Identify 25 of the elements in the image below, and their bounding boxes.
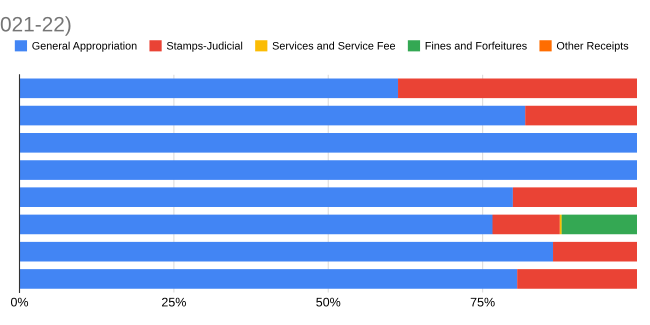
- bar: [20, 160, 637, 180]
- legend-label: Services and Service Fee: [272, 42, 396, 50]
- chart-title: 021-22): [0, 16, 71, 36]
- bar: [20, 78, 398, 98]
- bar: [20, 242, 554, 262]
- bar: [20, 187, 513, 208]
- bar: [20, 269, 518, 289]
- bar: [398, 78, 637, 98]
- bar: [492, 214, 560, 234]
- bar: [525, 106, 637, 126]
- x-tick-label: 50%: [316, 298, 340, 307]
- bar: [20, 106, 526, 126]
- bar: [562, 214, 637, 234]
- bar: [517, 269, 637, 289]
- bar: [512, 187, 637, 208]
- bar: [20, 214, 493, 234]
- legend-label: Stamps-Judicial: [166, 42, 242, 52]
- x-tick-label: 75%: [470, 298, 495, 307]
- legend-label: Other Receipts: [556, 42, 628, 52]
- bar: [553, 242, 637, 262]
- legend-label: Fines and Forfeitures: [426, 42, 527, 50]
- x-tick-label: 0%: [10, 298, 28, 307]
- bar: [20, 133, 637, 153]
- x-tick-label: 25%: [162, 298, 186, 307]
- legend-label: General Appropriation: [32, 42, 136, 52]
